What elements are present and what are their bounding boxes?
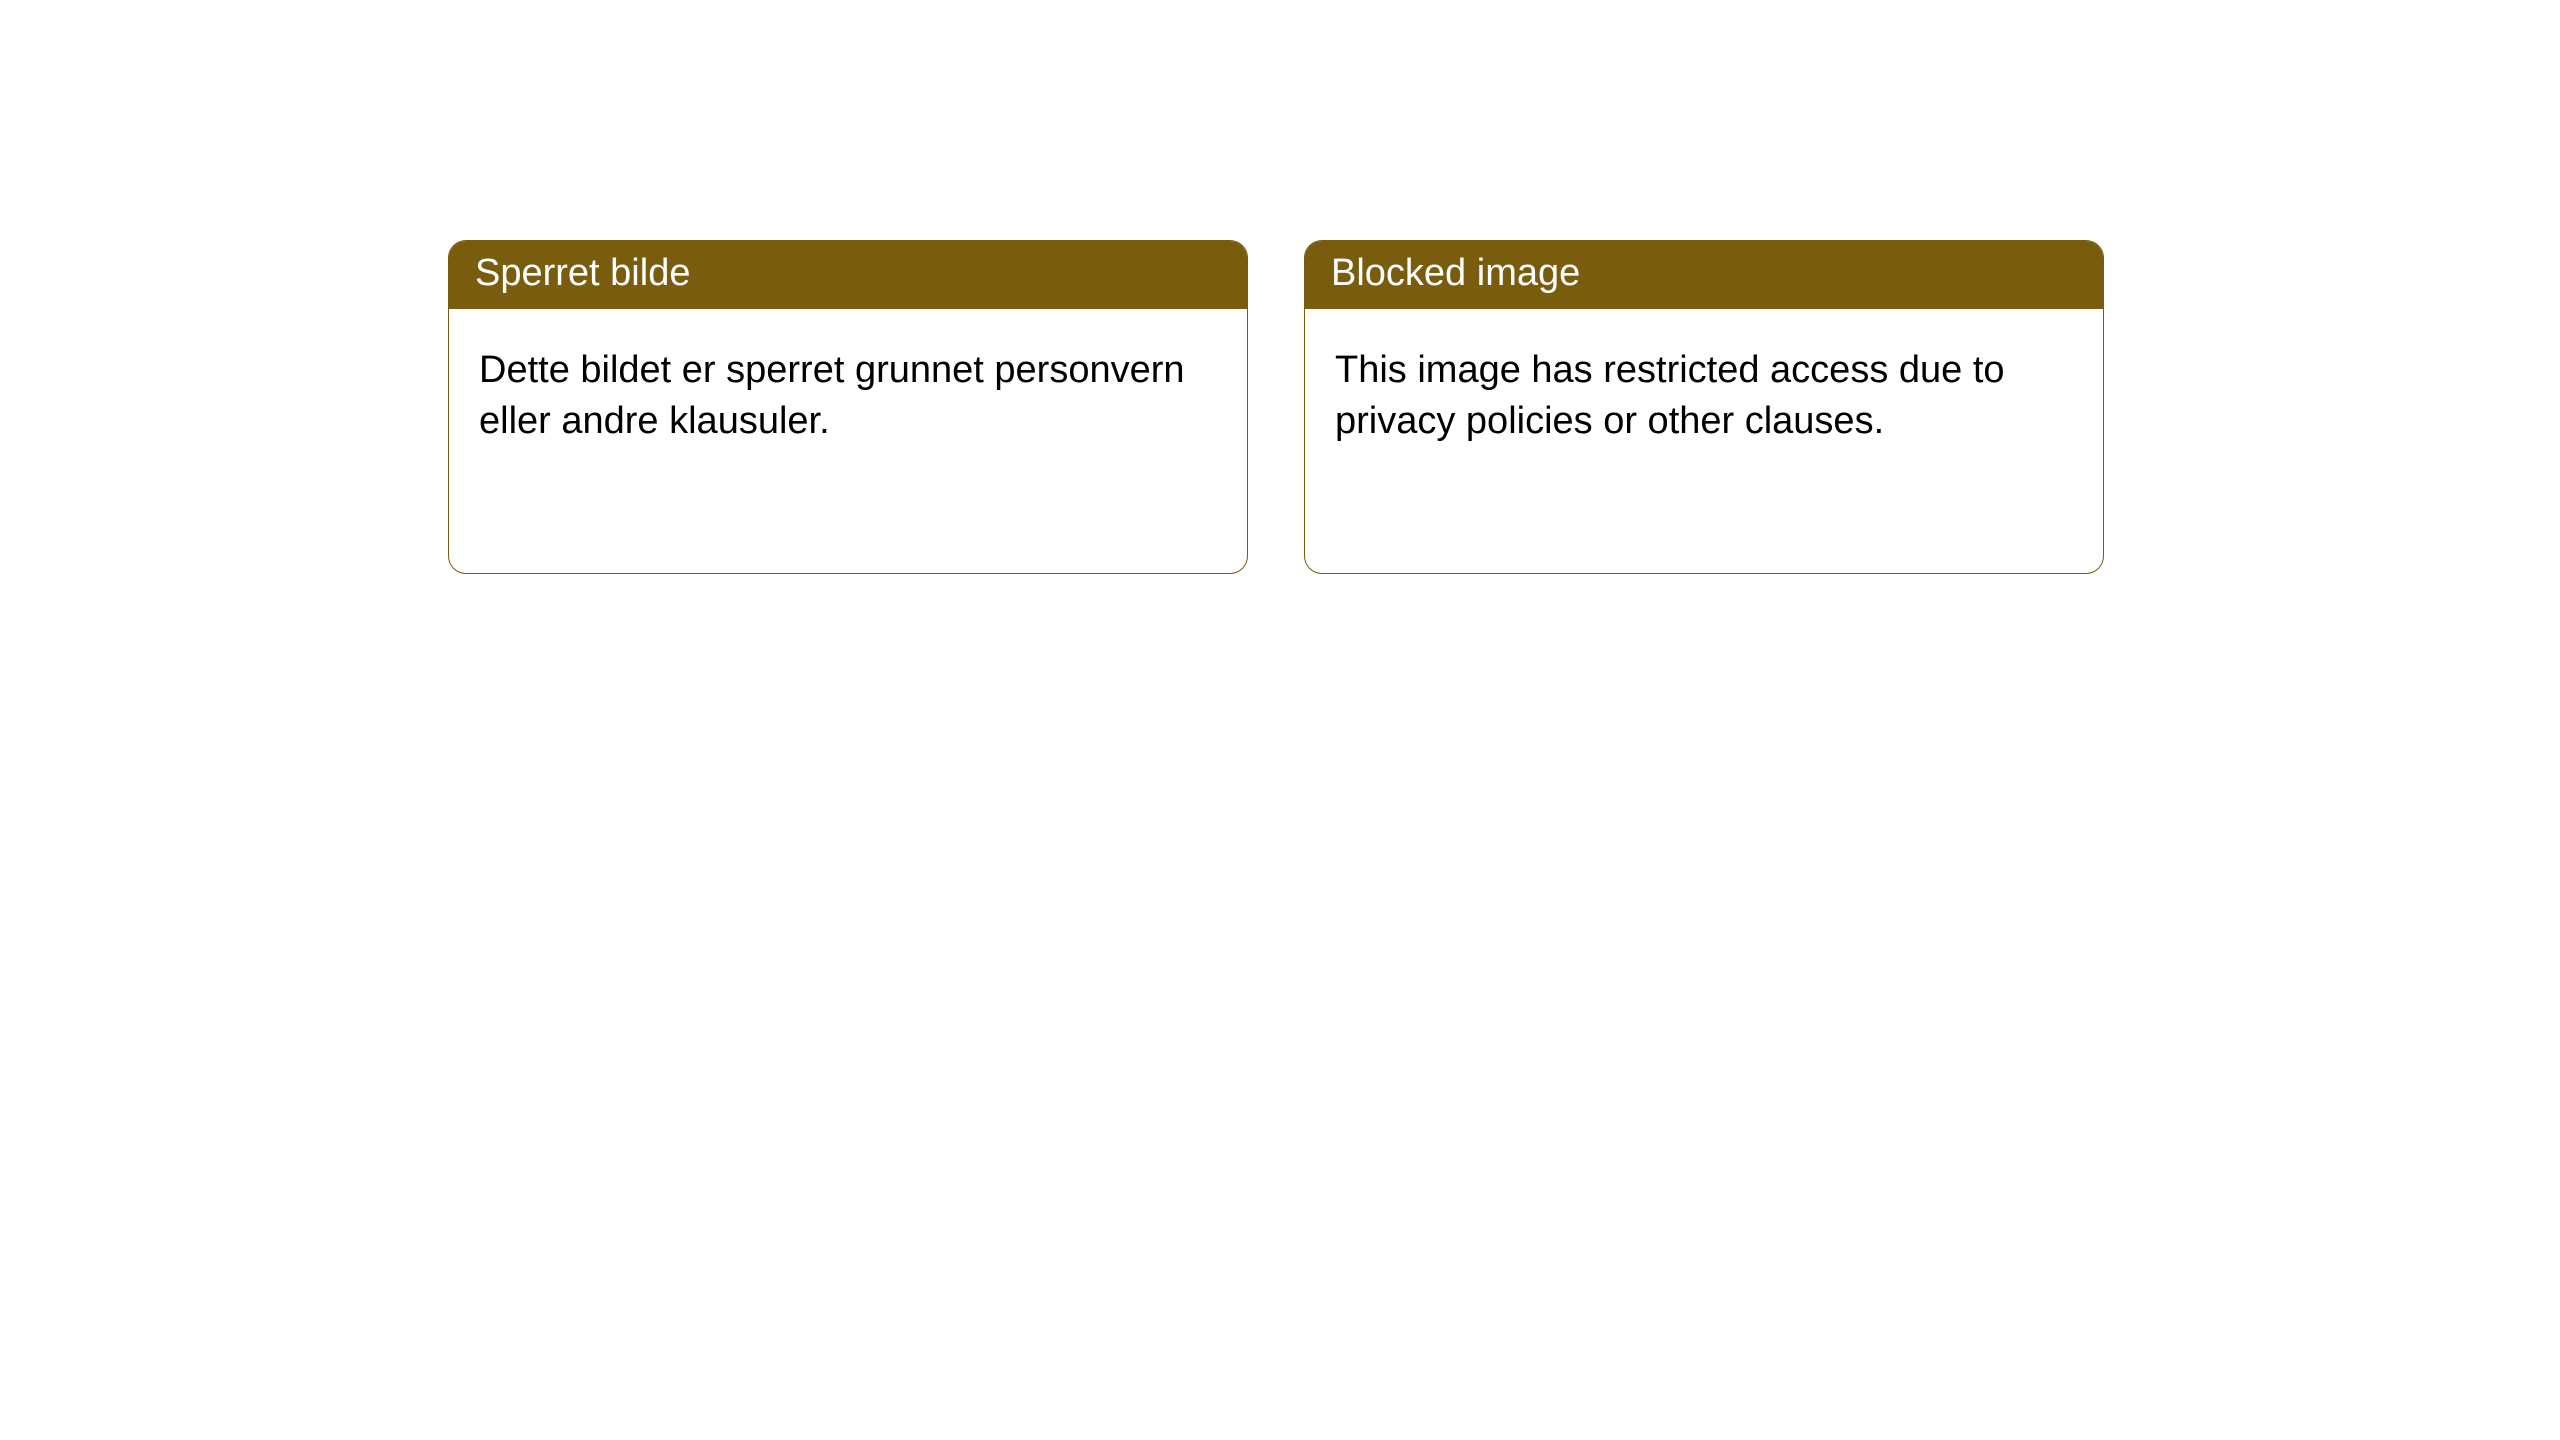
card-body-en: This image has restricted access due to … [1305,309,2103,448]
card-title-en: Blocked image [1305,241,2103,309]
blocked-image-card-en: Blocked image This image has restricted … [1304,240,2104,574]
notice-container: Sperret bilde Dette bildet er sperret gr… [0,0,2560,574]
blocked-image-card-no: Sperret bilde Dette bildet er sperret gr… [448,240,1248,574]
card-title-no: Sperret bilde [449,241,1247,309]
card-body-no: Dette bildet er sperret grunnet personve… [449,309,1247,448]
